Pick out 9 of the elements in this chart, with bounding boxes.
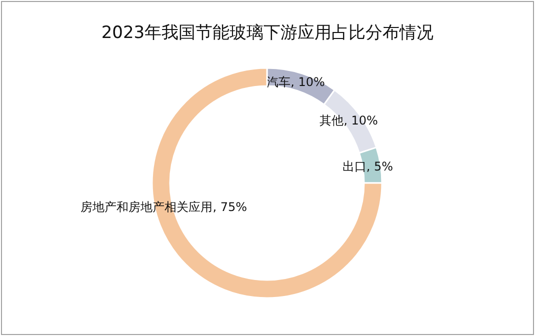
data-label: , 10% — [290, 75, 325, 90]
slice-label: 房地产和房地产相关应用 — [80, 200, 213, 214]
slice-label: 汽车 — [266, 75, 291, 90]
data-label: , 10% — [344, 114, 378, 128]
slice-label: 出口 — [342, 159, 366, 174]
data-label: , 75% — [212, 200, 247, 214]
data-label: , 5% — [366, 159, 394, 174]
chart-title: 2023年我国节能玻璃下游应用占比分布情况 — [101, 23, 434, 43]
slice-label: 其他 — [320, 114, 344, 128]
